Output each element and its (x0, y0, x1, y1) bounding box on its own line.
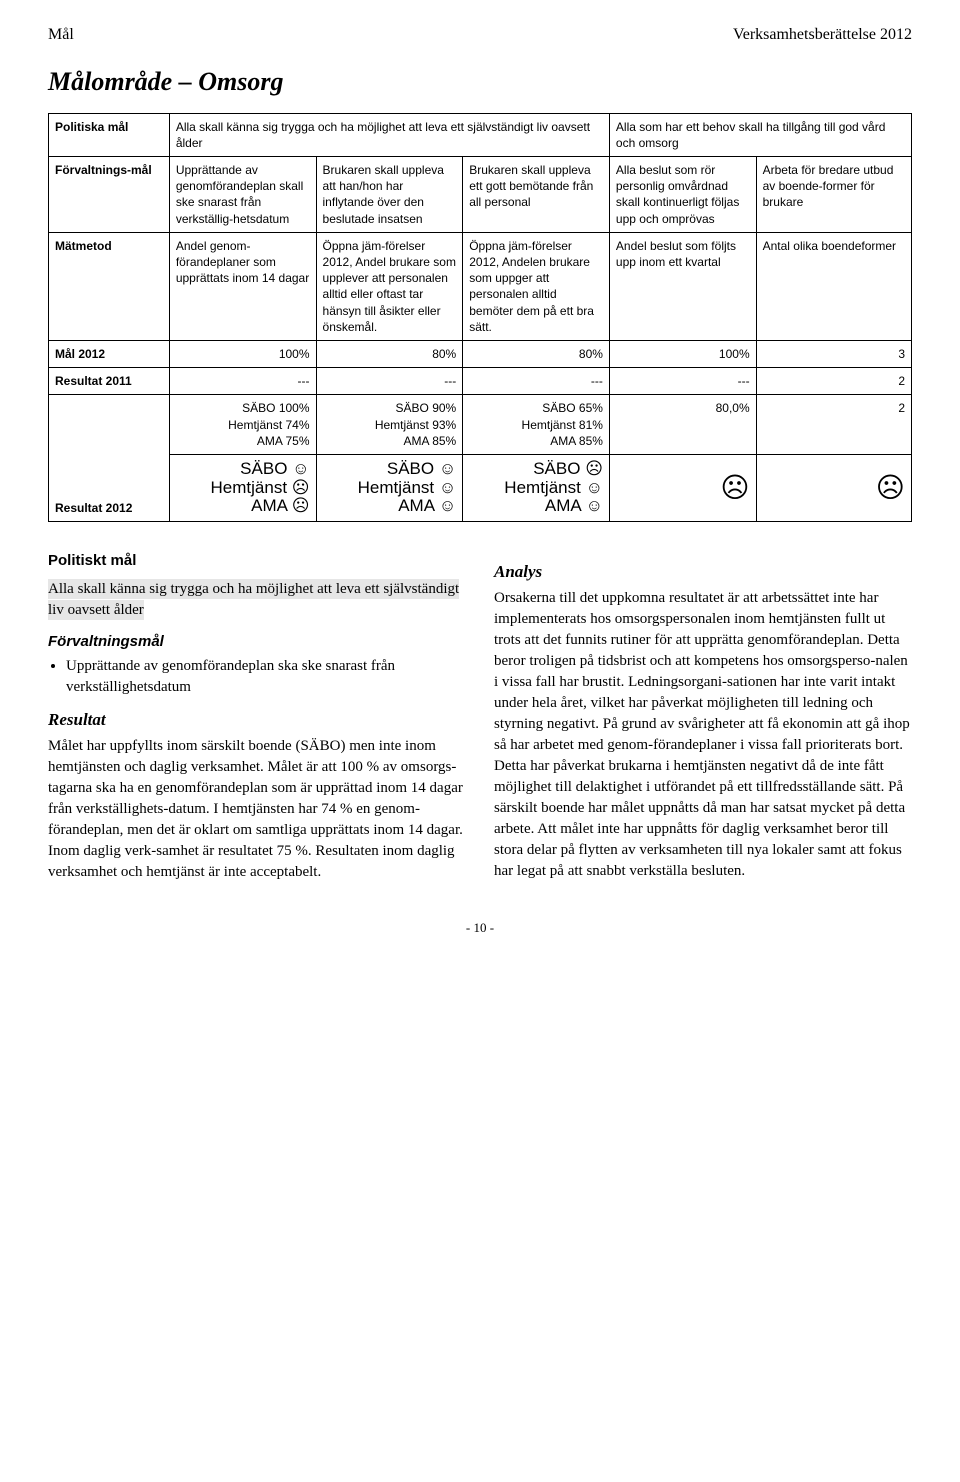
analys-heading: Analys (494, 560, 912, 584)
header-left: Mål (48, 24, 74, 46)
smile-icon: ☺ (586, 478, 603, 497)
politiskt-heading: Politiskt mål (48, 550, 466, 571)
val: AMA 85% (469, 433, 603, 449)
val: SÄBO 65% (469, 400, 603, 416)
frown-icon: ☹ (756, 454, 911, 521)
cell: SÄBO ☺ Hemtjänst ☹ AMA ☹ (169, 454, 316, 521)
cell: SÄBO 90% Hemtjänst 93% AMA 85% (316, 395, 463, 455)
goals-table: Politiska mål Alla skall känna sig trygg… (48, 113, 912, 522)
table-row: Förvaltnings-mål Upprättande av genomför… (49, 157, 912, 233)
table-row: Mål 2012 100% 80% 80% 100% 3 (49, 340, 912, 367)
smile-icon: ☺ (292, 459, 309, 478)
cell: Upprättande av genomförandeplan skall sk… (169, 157, 316, 233)
cell: --- (316, 368, 463, 395)
table-row: Resultat 2011 --- --- --- --- 2 (49, 368, 912, 395)
body-columns: Politiskt mål Alla skall känna sig trygg… (48, 550, 912, 889)
table-row: Resultat 2012 SÄBO 100% Hemtjänst 74% AM… (49, 395, 912, 455)
page-header: Mål Verksamhetsberättelse 2012 (48, 24, 912, 46)
val: AMA 75% (176, 433, 310, 449)
label: AMA (545, 496, 581, 515)
cell: SÄBO 65% Hemtjänst 81% AMA 85% (463, 395, 610, 455)
row-label: Mätmetod (49, 232, 170, 340)
val: Hemtjänst 74% (176, 417, 310, 433)
row-label: Förvaltnings-mål (49, 157, 170, 233)
cell: 80% (316, 340, 463, 367)
val: SÄBO 100% (176, 400, 310, 416)
cell: SÄBO 100% Hemtjänst 74% AMA 75% (169, 395, 316, 455)
label: AMA (251, 496, 287, 515)
row-label: Resultat 2012 (49, 395, 170, 522)
resultat-heading: Resultat (48, 708, 466, 732)
cell: Öppna jäm-förelser 2012, Andel brukare s… (316, 232, 463, 340)
politiska-span2: Alla som har ett behov skall ha tillgång… (609, 113, 911, 156)
politiska-span1: Alla skall känna sig trygga och ha möjli… (169, 113, 609, 156)
label: Hemtjänst (358, 478, 435, 497)
cell: --- (463, 368, 610, 395)
val: Hemtjänst 93% (323, 417, 457, 433)
table-row: Politiska mål Alla skall känna sig trygg… (49, 113, 912, 156)
cell: Andel genom-förandeplaner som upprättats… (169, 232, 316, 340)
cell: Öppna jäm-förelser 2012, Andelen brukare… (463, 232, 610, 340)
smile-icon: ☺ (439, 496, 456, 515)
analys-body: Orsakerna till det uppkomna resultatet ä… (494, 588, 912, 882)
cell: 2 (756, 368, 911, 395)
label: SÄBO (240, 459, 287, 478)
cell: SÄBO ☺ Hemtjänst ☺ AMA ☺ (316, 454, 463, 521)
val: SÄBO 90% (323, 400, 457, 416)
cell: 100% (169, 340, 316, 367)
cell: --- (169, 368, 316, 395)
label: AMA (398, 496, 434, 515)
cell: Brukaren skall uppleva att han/hon har i… (316, 157, 463, 233)
highlight-text: Alla skall känna sig trygga och ha möjli… (48, 579, 459, 620)
label: Hemtjänst (211, 478, 288, 497)
frown-icon: ☹ (585, 459, 603, 478)
cell: 2 (756, 395, 911, 455)
cell: 3 (756, 340, 911, 367)
label: SÄBO (533, 459, 580, 478)
left-column: Politiskt mål Alla skall känna sig trygg… (48, 550, 466, 889)
bullet: Upprättande av genomförandeplan ska ske … (66, 656, 466, 698)
row-label: Mål 2012 (49, 340, 170, 367)
cell: 100% (609, 340, 756, 367)
label: Hemtjänst (504, 478, 581, 497)
frown-icon: ☹ (292, 478, 310, 497)
right-column: Analys Orsakerna till det uppkomna resul… (494, 550, 912, 889)
smile-icon: ☺ (439, 478, 456, 497)
cell: Brukaren skall uppleva ett gott bemötand… (463, 157, 610, 233)
forvaltningsmal-heading: Förvaltningsmål (48, 631, 466, 652)
resultat-body: Målet har uppfyllts inom särskilt boende… (48, 736, 466, 883)
cell: 80,0% (609, 395, 756, 455)
cell: Andel beslut som följts upp inom ett kva… (609, 232, 756, 340)
cell: Alla beslut som rör personlig omvårdnad … (609, 157, 756, 233)
row-label: Politiska mål (49, 113, 170, 156)
smile-icon: ☺ (586, 496, 603, 515)
cell: SÄBO ☹ Hemtjänst ☺ AMA ☺ (463, 454, 610, 521)
frown-icon: ☹ (609, 454, 756, 521)
cell: 80% (463, 340, 610, 367)
page-number: - 10 - (48, 919, 912, 937)
cell: Antal olika boendeformer (756, 232, 911, 340)
smile-icon: ☺ (439, 459, 456, 478)
frown-icon: ☹ (292, 496, 310, 515)
cell: Arbeta för bredare utbud av boende-forme… (756, 157, 911, 233)
val: Hemtjänst 81% (469, 417, 603, 433)
val: AMA 85% (323, 433, 457, 449)
table-row: Mätmetod Andel genom-förandeplaner som u… (49, 232, 912, 340)
label: SÄBO (387, 459, 434, 478)
table-row: SÄBO ☺ Hemtjänst ☹ AMA ☹ SÄBO ☺ Hemtjäns… (49, 454, 912, 521)
section-title: Målområde – Omsorg (48, 64, 912, 99)
header-right: Verksamhetsberättelse 2012 (733, 24, 912, 46)
cell: --- (609, 368, 756, 395)
row-label: Resultat 2011 (49, 368, 170, 395)
